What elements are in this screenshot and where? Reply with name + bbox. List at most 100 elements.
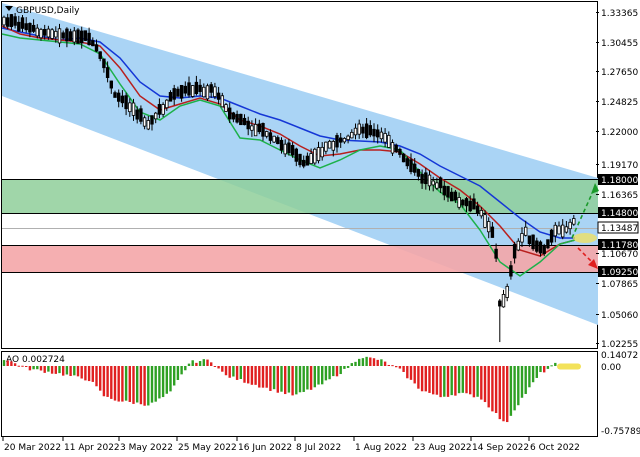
- time-axis-label: 20 Mar 2022: [4, 443, 61, 453]
- time-axis-label: 8 Jul 2022: [296, 443, 341, 453]
- ao-bar: [406, 366, 409, 379]
- candle: [65, 27, 69, 48]
- candle: [368, 120, 372, 138]
- ao-bar: [58, 366, 61, 374]
- price-axis: 1.33365 1.30455 1.27650 1.24825 1.22000 1.191…: [596, 9, 638, 350]
- ao-bar: [402, 366, 405, 372]
- ao-bar: [17, 365, 20, 367]
- time-axis-label: 23 Aug 2022: [414, 443, 472, 453]
- candle: [109, 80, 113, 94]
- candle: [128, 98, 132, 117]
- ao-bar: [276, 366, 279, 393]
- ao-bar: [417, 366, 420, 389]
- candle: [83, 30, 88, 42]
- candle: [553, 222, 557, 243]
- candle: [213, 82, 217, 100]
- ao-bar: [328, 366, 331, 380]
- candle: [490, 222, 495, 238]
- ao-bar: [383, 361, 387, 366]
- ao-bar: [106, 366, 109, 397]
- ao-bar: [343, 366, 346, 369]
- ao-bar: [187, 363, 191, 366]
- ao-bar: [128, 366, 131, 402]
- ao-bar: [80, 366, 83, 379]
- ao-bar: [10, 361, 13, 366]
- ao-bar: [191, 360, 194, 366]
- candle: [46, 25, 51, 40]
- ao-bar: [472, 366, 476, 398]
- ao-bar: [321, 366, 324, 385]
- ao-bar: [228, 366, 231, 378]
- price-axis-label: 1.22000: [601, 128, 638, 138]
- candle: [102, 58, 106, 73]
- ao-bar: [169, 366, 172, 392]
- ao-bar: [165, 366, 168, 394]
- symbol-dropdown-icon[interactable]: [5, 6, 13, 11]
- candle: [398, 147, 402, 158]
- candle: [353, 123, 358, 140]
- candle: [535, 237, 539, 254]
- ao-bar: [87, 366, 91, 382]
- time-axis-label: 14 Sep 2022: [472, 443, 529, 453]
- candle: [361, 123, 365, 139]
- chart-title: GBPUSD,Daily: [16, 6, 80, 16]
- candle: [446, 185, 450, 202]
- ao-bar: [13, 363, 17, 366]
- candle: [409, 153, 413, 175]
- ao-bar: [372, 358, 376, 366]
- candle: [80, 26, 84, 49]
- ao-bar: [428, 366, 431, 393]
- ao-bar: [21, 365, 24, 367]
- ao-bar: [202, 359, 205, 366]
- candle: [220, 92, 224, 108]
- ao-bar: [528, 366, 531, 388]
- ao-bar: [224, 366, 228, 376]
- candle: [131, 98, 136, 121]
- ao-bar: [195, 362, 198, 366]
- ao-bar: [232, 366, 235, 377]
- candle: [457, 192, 461, 210]
- candle: [524, 220, 528, 237]
- candle: [453, 189, 458, 203]
- ao-bar: [76, 366, 80, 377]
- ao-axis-label-top: 0.14072: [601, 351, 638, 361]
- ao-bar: [520, 366, 524, 398]
- candle: [512, 241, 517, 264]
- price-axis-label: 1.33365: [601, 9, 638, 19]
- candle: [17, 15, 21, 32]
- ao-bar: [454, 366, 457, 396]
- ao-bar: [143, 366, 146, 406]
- ao-bar: [243, 366, 246, 383]
- candle: [24, 17, 28, 33]
- ao-bar: [494, 366, 498, 414]
- ao-bar: [339, 366, 342, 375]
- ao-bar: [147, 366, 150, 406]
- ao-bar: [480, 366, 483, 400]
- level-tag-resistance-top: 1.18000: [598, 174, 638, 186]
- candle: [549, 228, 554, 246]
- price-axis-label: 1.27650: [601, 68, 638, 78]
- ao-bar: [102, 366, 106, 397]
- ao-bar: [99, 366, 102, 391]
- oscillator-pane[interactable]: [1, 351, 598, 437]
- ao-bar: [346, 366, 350, 368]
- ao-bar: [531, 366, 535, 383]
- time-axis: 20 Mar 2022 11 Apr 2022 3 May 2022 25 May 2…: [2, 437, 580, 453]
- candle: [527, 235, 532, 247]
- oscillator-label: AO 0.002724: [6, 355, 65, 365]
- forecast-up-arrow: [571, 186, 596, 239]
- ao-bar: [124, 366, 128, 401]
- ao-bar: [50, 366, 54, 374]
- candle: [165, 99, 169, 111]
- candle: [176, 86, 180, 97]
- candle: [20, 14, 25, 33]
- candle: [298, 153, 302, 168]
- ao-bar: [476, 366, 479, 397]
- candle: [250, 120, 254, 137]
- candle: [161, 102, 165, 118]
- candle: [235, 110, 239, 124]
- candle: [157, 98, 162, 119]
- ao-bar: [95, 366, 98, 387]
